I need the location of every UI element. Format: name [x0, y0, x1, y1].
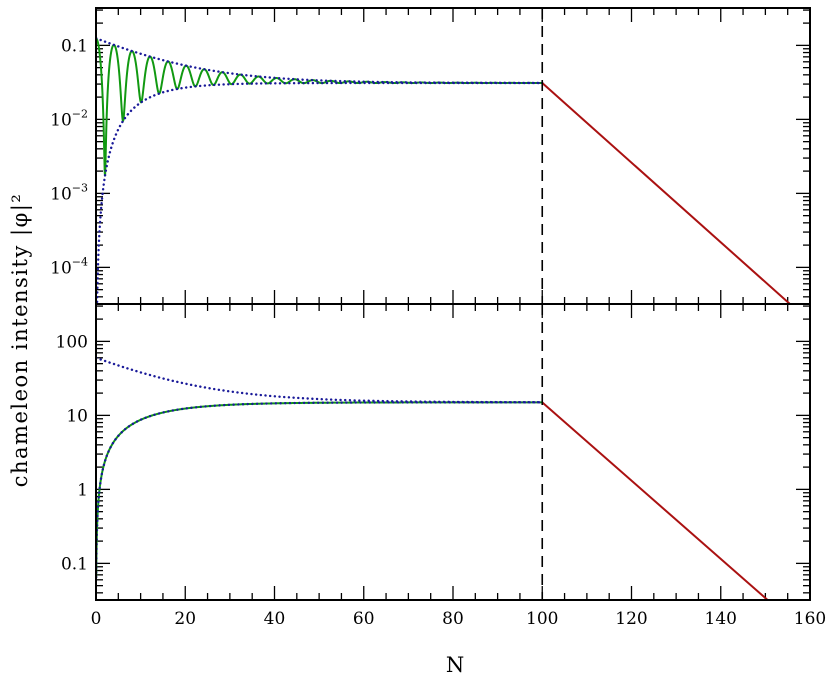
- x-axis-label: N: [446, 653, 464, 677]
- x-tick-label: 80: [442, 609, 464, 629]
- x-tick-label: 20: [174, 609, 196, 629]
- y-tick-label: 0.1: [61, 36, 88, 56]
- x-tick-label: 160: [794, 609, 826, 629]
- series-lower-envelope: [96, 401, 544, 579]
- x-tick-label: 120: [615, 609, 647, 629]
- y-tick-label: 0.1: [61, 554, 88, 574]
- x-tick-label: 140: [705, 609, 737, 629]
- y-tick-label: 10−2: [50, 107, 88, 130]
- plot-frame: [95, 7, 811, 305]
- plot-frame: [95, 303, 811, 601]
- x-tick-label: 0: [91, 609, 102, 629]
- y-tick-label: 10−4: [50, 255, 88, 278]
- series-rising: [96, 401, 544, 578]
- y-tick-label: 100: [56, 332, 88, 352]
- bottom-panel: 100 10 1 0.1 0 20 40 60 80 100 120 140 160: [56, 303, 826, 629]
- series-oscillating: [96, 37, 544, 177]
- x-tick-label: 40: [264, 609, 286, 629]
- series-decay: [541, 401, 769, 600]
- y-tick-label: 1: [77, 480, 88, 500]
- y-tick-label: 10−3: [50, 181, 88, 204]
- series-decay: [541, 82, 791, 304]
- top-panel: 0.1 10−2 10−3 10−4: [50, 7, 811, 305]
- series-lower-envelope: [96, 81, 544, 304]
- x-tick-label: 60: [353, 609, 375, 629]
- y-axis-label: chameleon intensity |φ|²: [8, 193, 33, 488]
- x-tick-label: 100: [526, 609, 558, 629]
- y-tick-label: 10: [66, 406, 88, 426]
- series-upper-envelope: [96, 356, 544, 404]
